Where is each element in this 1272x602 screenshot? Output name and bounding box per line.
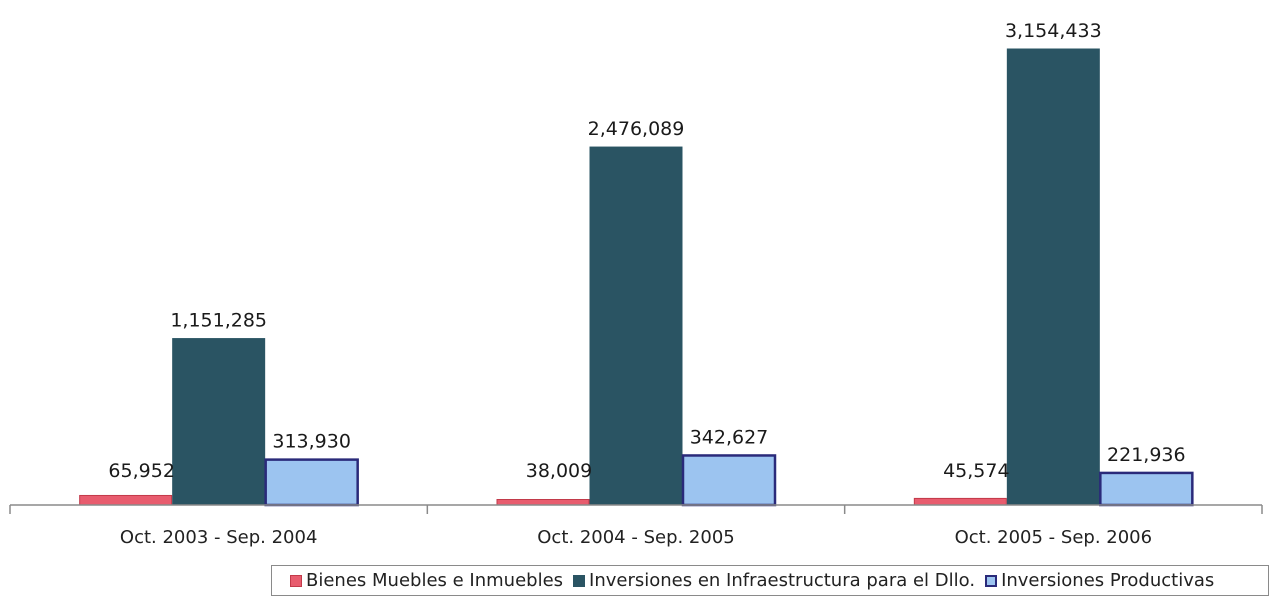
bar-series-2-category-1 — [172, 338, 266, 506]
bar-series-2-category-3 — [1006, 48, 1100, 506]
x-axis: Oct. 2003 - Sep. 2004 Oct. 2004 - Sep. 20… — [9, 504, 1263, 548]
bar-series-3-category-2 — [681, 454, 777, 507]
legend-swatch-infraestructura — [573, 574, 586, 587]
legend-label-bienes: Bienes Muebles e Inmuebles — [306, 570, 564, 591]
bar-series-3-category-3 — [1099, 471, 1194, 507]
bar-series-1-category-2 — [496, 499, 590, 506]
legend: Bienes Muebles e Inmuebles Inversiones e… — [271, 565, 1269, 596]
data-label: 38,009 — [526, 460, 592, 482]
x-tick-label: Oct. 2005 - Sep. 2006 — [955, 527, 1153, 548]
data-label: 342,627 — [690, 426, 769, 448]
bar-series-1-category-3 — [913, 497, 1007, 506]
legend-swatch-productivas — [985, 574, 998, 587]
bar-series-1-category-1 — [79, 494, 173, 506]
x-tick-label: Oct. 2003 - Sep. 2004 — [120, 527, 318, 548]
bars-layer — [79, 48, 1194, 507]
legend-label-infraestructura: Inversiones en Infraestructura para el D… — [589, 570, 976, 591]
data-label: 1,151,285 — [170, 310, 267, 332]
legend-swatch-bienes — [290, 574, 302, 587]
data-label: 3,154,433 — [1005, 20, 1102, 42]
bar-series-2-category-2 — [589, 146, 683, 506]
data-label: 313,930 — [272, 431, 351, 453]
data-label: 65,952 — [108, 460, 174, 482]
legend-item-infraestructura: Inversiones en Infraestructura para el D… — [573, 570, 975, 591]
data-label: 2,476,089 — [588, 118, 685, 140]
x-tick-label: Oct. 2004 - Sep. 2005 — [537, 527, 735, 548]
legend-item-bienes: Bienes Muebles e Inmuebles — [290, 570, 563, 591]
data-label: 221,936 — [1107, 444, 1186, 466]
data-labels-layer: 65,952 1,151,285 313,930 38,009 2,476,089 342… — [108, 20, 1185, 482]
legend-label-productivas: Inversiones Productivas — [1001, 570, 1215, 591]
bar-series-3-category-1 — [264, 458, 359, 507]
legend-item-productivas: Inversiones Productivas — [985, 570, 1214, 591]
data-label: 45,574 — [943, 460, 1009, 482]
bar-chart: Oct. 2003 - Sep. 2004 Oct. 2004 - Sep. 20… — [9, 20, 1263, 548]
